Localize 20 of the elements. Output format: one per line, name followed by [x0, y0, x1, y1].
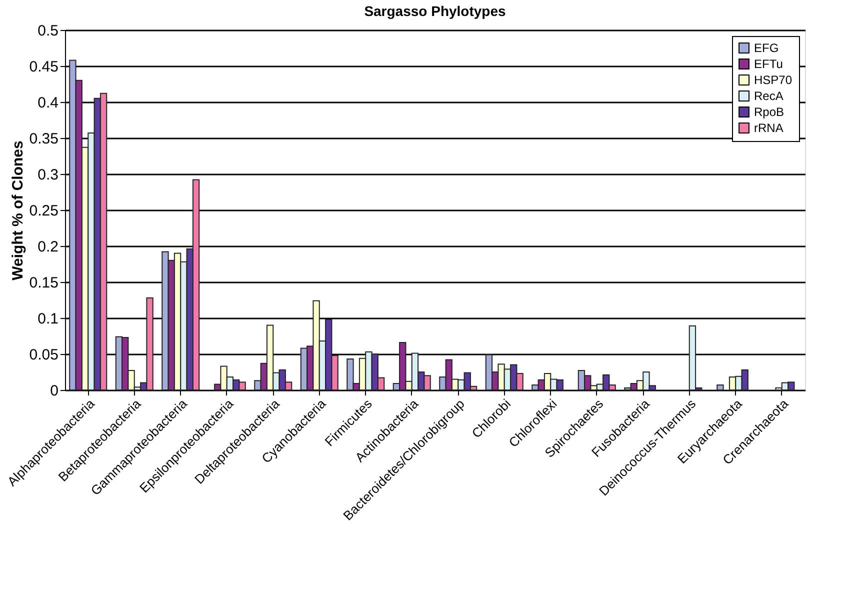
- legend-label: EFTu: [754, 57, 783, 71]
- y-tick-label: 0.15: [29, 274, 58, 292]
- y-tick-label: 0.05: [29, 346, 58, 364]
- y-tick-label: 0.1: [38, 310, 58, 328]
- y-tick-label: 0.45: [29, 58, 58, 76]
- legend-label: EFG: [754, 41, 779, 55]
- y-tick-label: 0: [50, 382, 58, 400]
- legend-label: rRNA: [754, 121, 784, 135]
- chart-title: Sargasso Phylotypes: [364, 3, 506, 19]
- y-tick-label: 0.3: [38, 166, 58, 184]
- y-tick-label: 0.2: [38, 238, 58, 256]
- y-axis-title: Weight % of Clones: [9, 140, 26, 280]
- y-tick-label: 0.35: [29, 130, 58, 148]
- y-tick-label: 0.5: [38, 22, 58, 40]
- y-tick-label: 0.25: [29, 202, 58, 220]
- legend-label: RpoB: [754, 105, 784, 119]
- legend-label: RecA: [754, 89, 784, 103]
- legend-label: HSP70: [754, 73, 792, 87]
- bar: [716, 384, 724, 390]
- y-tick-label: 0.4: [38, 94, 58, 112]
